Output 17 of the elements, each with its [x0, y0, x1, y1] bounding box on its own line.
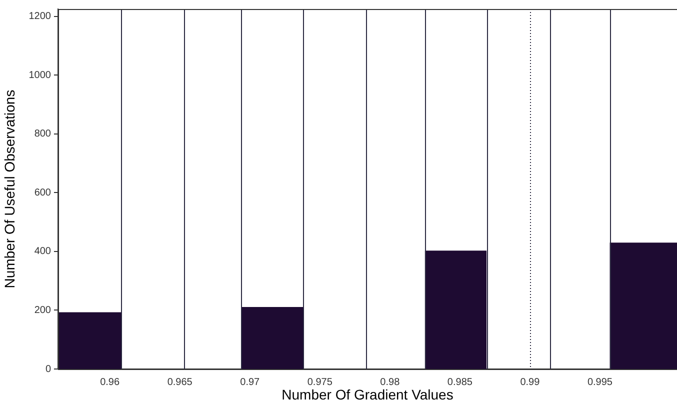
- y-tick-label: 800: [34, 128, 52, 140]
- x-tick-label: 0.98: [380, 376, 400, 388]
- y-tick-label: 1000: [28, 70, 52, 81]
- x-tick-label: 0.975: [307, 376, 333, 388]
- y-tick-label: 400: [34, 246, 52, 258]
- y-tick-label: 0: [45, 364, 52, 375]
- x-tick-label: 0.96: [100, 376, 120, 388]
- x-axis-title: Number Of Gradient Values: [282, 386, 454, 402]
- x-tick-label: 0.99: [520, 376, 540, 388]
- x-tick-label: 0.995: [587, 376, 613, 388]
- y-tick-label: 1200: [28, 11, 52, 22]
- x-tick-label: 0.97: [240, 376, 260, 388]
- x-tick-label: 0.965: [167, 376, 193, 388]
- y-axis-title: Number Of Useful Observations: [1, 90, 18, 288]
- x-tick-label: 0.985: [447, 376, 473, 388]
- y-tick-label: 600: [34, 187, 52, 198]
- y-tick-label: 200: [34, 304, 52, 316]
